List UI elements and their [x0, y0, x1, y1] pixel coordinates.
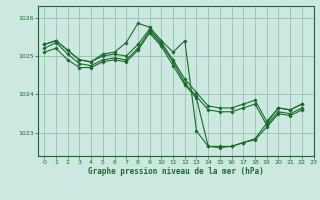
- X-axis label: Graphe pression niveau de la mer (hPa): Graphe pression niveau de la mer (hPa): [88, 167, 264, 176]
